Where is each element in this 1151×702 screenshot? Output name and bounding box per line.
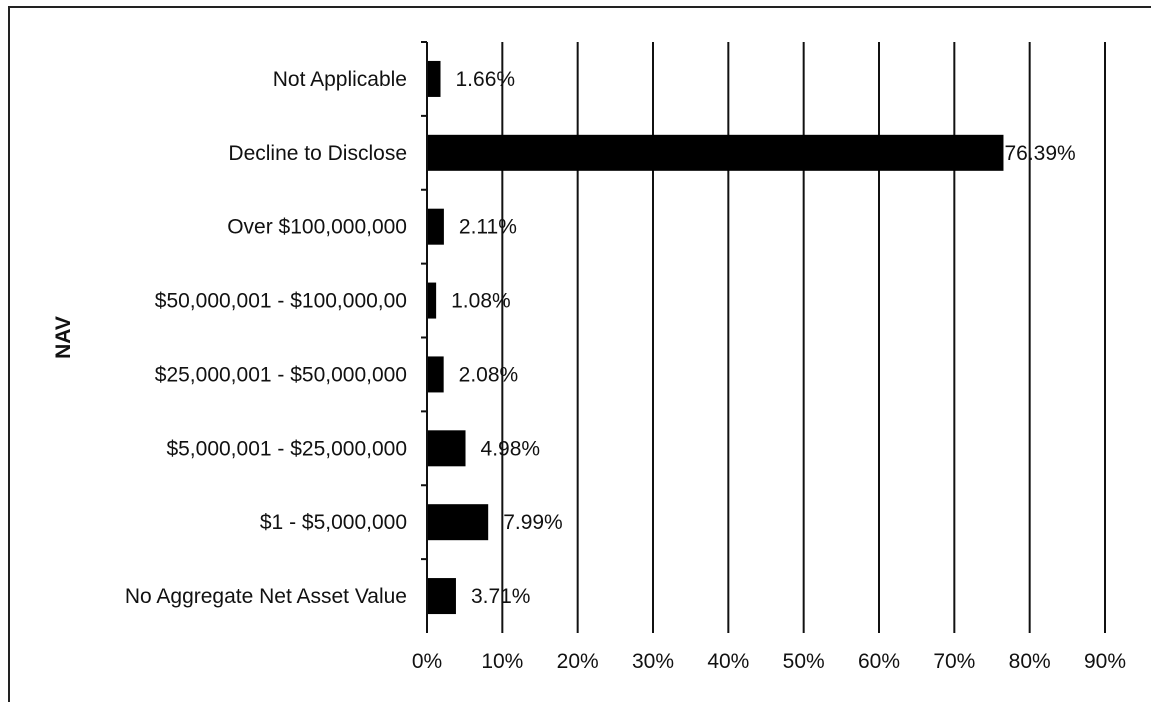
x-tick-label: 10% [481, 650, 523, 673]
category-label: Not Applicable [273, 68, 407, 91]
category-label: $50,000,001 - $100,000,00 [155, 290, 407, 313]
category-label: Decline to Disclose [228, 142, 407, 165]
category-label: $1 - $5,000,000 [260, 511, 407, 534]
data-labels: 1.66% 76.39% 2.11% 1.08% 2.08% 4.98% 7.99% 3.71… [451, 68, 1076, 608]
data-label: 2.08% [459, 363, 519, 386]
category-labels: Not Applicable Decline to Disclose Over $1… [125, 68, 407, 608]
category-label: $25,000,001 - $50,000,000 [155, 363, 407, 386]
bar [428, 208, 444, 245]
data-label: 76.39% [1004, 142, 1075, 165]
x-tick-label: 90% [1084, 650, 1126, 673]
x-tick-labels: 0% 10% 20% 30% 40% 50% 60% 70% 80% 90% [412, 650, 1126, 673]
category-label: Over $100,000,000 [227, 216, 407, 239]
x-tick-label: 20% [557, 650, 599, 673]
x-tick-label: 60% [858, 650, 900, 673]
chart-frame [8, 6, 1151, 702]
y-axis-title: NAV [52, 316, 75, 359]
bar [428, 134, 1004, 171]
data-label: 7.99% [503, 511, 563, 534]
bar [428, 430, 466, 467]
gridlines [501, 42, 1106, 633]
data-label: 1.66% [456, 68, 516, 91]
bar [428, 60, 441, 97]
x-tick-label: 80% [1009, 650, 1051, 673]
x-tick-label: 30% [632, 650, 674, 673]
data-label: 2.11% [459, 216, 517, 239]
category-label: $5,000,001 - $25,000,000 [166, 437, 407, 460]
x-tick-label: 50% [783, 650, 825, 673]
bar [428, 282, 437, 319]
data-label: 3.71% [471, 585, 531, 608]
x-tick-label: 40% [707, 650, 749, 673]
bar [428, 356, 444, 393]
data-label: 1.08% [451, 290, 511, 313]
bar [428, 504, 489, 541]
x-tick-label: 70% [933, 650, 975, 673]
x-tick-label: 0% [412, 650, 442, 673]
bar [428, 578, 456, 615]
data-label: 4.98% [481, 437, 541, 460]
category-label: No Aggregate Net Asset Value [125, 585, 407, 608]
bars [421, 41, 1004, 615]
